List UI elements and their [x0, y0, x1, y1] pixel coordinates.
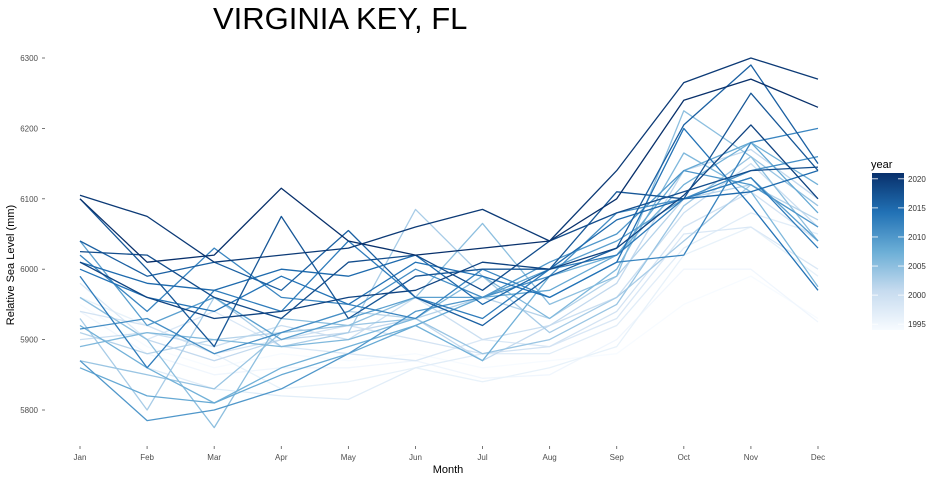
- x-tick-label: Aug: [543, 453, 557, 462]
- x-tick-label: Jul: [477, 453, 487, 462]
- series-line-2019: [79, 124, 819, 320]
- series-lines: [79, 57, 819, 429]
- series-line-2013: [79, 177, 819, 369]
- series-line-2015: [79, 169, 819, 306]
- legend-tick-label: 1995: [908, 320, 926, 329]
- series-line-2000: [79, 162, 819, 348]
- year-colorbar-legend: year 1995 2000 2005 2010 2015 2020: [871, 159, 926, 330]
- x-tick-label: May: [341, 453, 356, 462]
- legend-ticks: 1995 2000 2005 2010 2015 2020: [872, 175, 926, 329]
- series-line-2020: [79, 57, 819, 263]
- x-tick-label: Feb: [140, 453, 154, 462]
- series-line-2009: [79, 177, 819, 341]
- chart-title: VIRGINIA KEY, FL: [213, 1, 467, 36]
- series-line-2003: [79, 184, 819, 411]
- x-tick-label: Apr: [275, 453, 288, 462]
- series-line-2014: [79, 127, 819, 313]
- x-axis: Jan Feb Mar Apr May Jun Jul Aug Sep Oct Nov Dec: [74, 446, 825, 462]
- series-line-2001: [79, 148, 819, 362]
- legend-title: year: [871, 159, 893, 171]
- x-tick-label: Nov: [744, 453, 758, 462]
- series-line-1994: [79, 275, 819, 369]
- legend-tick-label: 2020: [908, 175, 926, 184]
- legend-tick-label: 2010: [908, 233, 926, 242]
- series-line-2018: [79, 166, 819, 320]
- series-line-1995: [79, 268, 819, 379]
- y-axis: 5800 5900 6000 6100 6200 6300: [20, 54, 45, 415]
- series-line-1997: [79, 212, 819, 401]
- legend-tick-label: 2015: [908, 204, 926, 213]
- y-tick-label: 6100: [20, 195, 38, 204]
- series-line-2021: [79, 78, 819, 263]
- legend-colorbar: [872, 173, 904, 330]
- x-tick-label: Mar: [207, 453, 221, 462]
- x-tick-label: Sep: [610, 453, 625, 462]
- y-tick-label: 6300: [20, 54, 38, 63]
- legend-tick-label: 2005: [908, 262, 926, 271]
- series-line-2010: [79, 169, 819, 422]
- y-tick-label: 5800: [20, 406, 38, 415]
- series-line-2011: [79, 155, 819, 355]
- x-axis-title: Month: [433, 464, 464, 476]
- series-line-1999: [79, 191, 819, 355]
- series-line-2016: [79, 64, 819, 327]
- x-tick-label: Dec: [811, 453, 825, 462]
- y-tick-label: 6000: [20, 265, 38, 274]
- y-axis-title: Relative Sea Level (mm): [5, 205, 17, 325]
- series-line-2007: [79, 141, 819, 404]
- x-tick-label: Oct: [678, 453, 691, 462]
- series-line-2005: [79, 110, 819, 429]
- x-tick-label: Jun: [409, 453, 422, 462]
- y-tick-label: 6200: [20, 124, 38, 133]
- series-line-2012: [79, 127, 819, 320]
- legend-tick-label: 2000: [908, 291, 926, 300]
- x-tick-label: Jan: [74, 453, 87, 462]
- y-tick-label: 5900: [20, 336, 38, 345]
